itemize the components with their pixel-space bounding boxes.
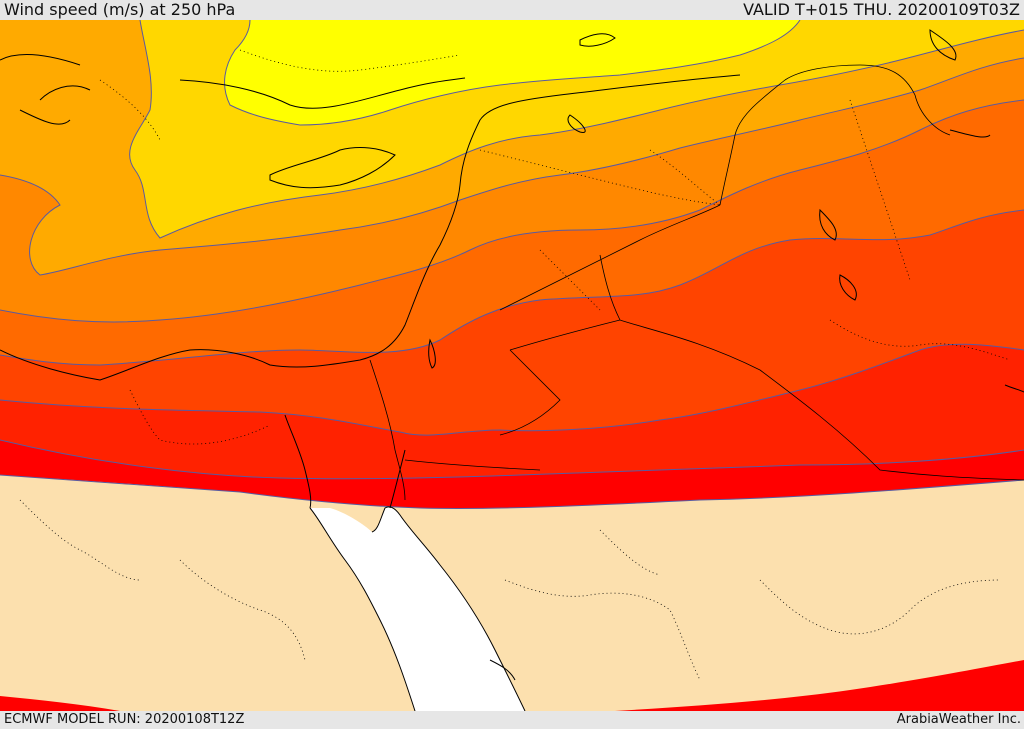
map-title: Wind speed (m/s) at 250 hPa bbox=[4, 0, 236, 19]
map-header: Wind speed (m/s) at 250 hPa VALID T+015 … bbox=[0, 0, 1024, 20]
coastlines bbox=[0, 29, 1024, 711]
wind-speed-map bbox=[0, 20, 1024, 711]
valid-time-label: VALID T+015 THU. 20200109T03Z bbox=[743, 0, 1020, 19]
map-footer: ECMWF MODEL RUN: 20200108T12Z ArabiaWeat… bbox=[0, 711, 1024, 729]
model-run-label: ECMWF MODEL RUN: 20200108T12Z bbox=[4, 712, 245, 727]
credit-label: ArabiaWeather Inc. bbox=[896, 712, 1021, 727]
map-canvas bbox=[0, 20, 1024, 711]
admin-boundaries bbox=[19, 49, 1011, 681]
wind-band-south-red-west bbox=[0, 696, 120, 711]
isotach-contours bbox=[0, 20, 1024, 509]
political-borders bbox=[369, 64, 1024, 501]
red-sea bbox=[310, 506, 525, 711]
wind-band-south-red bbox=[615, 660, 1024, 711]
